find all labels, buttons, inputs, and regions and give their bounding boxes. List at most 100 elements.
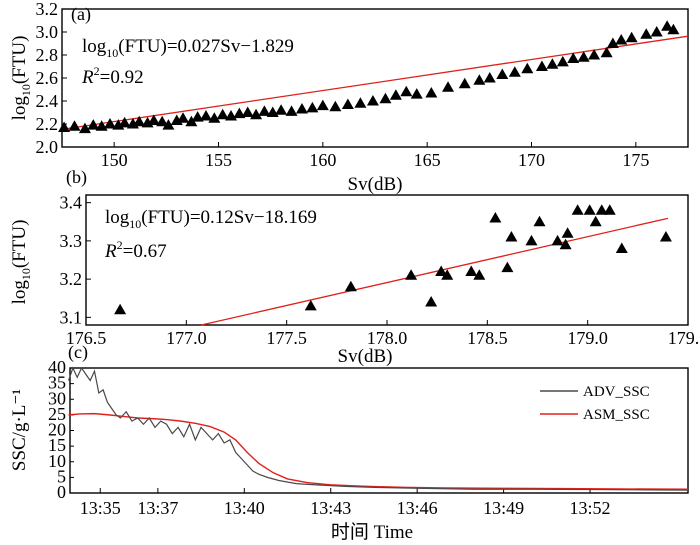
c-ytick-label: 0 [57, 482, 66, 502]
a-data-point [233, 107, 246, 119]
a-data-point [177, 112, 190, 123]
b-xtick-label: 179.5 [668, 328, 700, 348]
a-data-point [162, 119, 175, 130]
a-ytick-label: 3.2 [36, 0, 59, 19]
c-xtick-label: 13:46 [397, 498, 438, 518]
panel-c-tag: (c) [68, 342, 88, 363]
b-data-point [435, 265, 448, 276]
a-data-point [588, 49, 601, 60]
a-data-point [118, 116, 131, 128]
a-data-point [316, 99, 329, 111]
a-ytick-label: 2.8 [36, 45, 59, 65]
panel-a-y-label: log10(FTU) [9, 36, 33, 121]
panel-a-equation-suffix: (FTU)=0.027Sv−1.829 [118, 36, 294, 57]
a-data-point [577, 51, 590, 62]
panel-a-chart: (a) 2.0 2.2 2.4 2.6 2.8 3.0 3.2 150 155 160 165 17… [9, 0, 689, 195]
panel-b-fit-line [201, 217, 669, 326]
panel-c-x-axis: 13:35 13:37 13:40 13:43 13:46 13:49 13:52 [80, 488, 611, 518]
panel-a-plot-frame [61, 8, 689, 148]
panel-a-x-axis: 150 155 160 165 170 175 [101, 142, 649, 170]
a-data-point [58, 121, 71, 132]
c-xtick-label: 13:37 [137, 498, 178, 518]
a-data-point [133, 115, 146, 127]
a-data-point [354, 97, 367, 108]
a-ytick-label: 2.0 [36, 137, 59, 157]
b-data-point [465, 265, 478, 276]
panel-a-equation: log10(FTU)=0.027Sv−1.829 [82, 36, 294, 60]
a-data-point [546, 58, 559, 69]
legend-asm-ssc-label: ASM_SSC [583, 407, 650, 423]
b-data-point [344, 280, 357, 292]
a-data-point [389, 89, 402, 100]
a-xtick-label: 165 [414, 150, 441, 170]
asm-ssc-line [68, 412, 689, 490]
panel-a-equation-subscript: 10 [106, 46, 118, 60]
a-ytick-label: 2.4 [36, 91, 59, 111]
b-data-point [405, 269, 418, 280]
b-data-point [473, 269, 486, 280]
b-data-point [583, 204, 596, 215]
a-data-point [87, 119, 100, 130]
b-xtick-label: 179.0 [567, 328, 608, 348]
a-ytick-label: 2.6 [36, 68, 59, 88]
c-ytick-label: 40 [48, 357, 66, 377]
c-ytick-label: 20 [48, 420, 66, 440]
b-data-point [551, 234, 564, 246]
a-data-point [606, 37, 619, 48]
a-data-point [366, 95, 379, 106]
b-data-point [501, 261, 514, 273]
a-xtick-label: 155 [205, 150, 232, 170]
a-data-point [68, 120, 81, 131]
panel-a-y-axis: 2.0 2.2 2.4 2.6 2.8 3.0 3.2 [36, 0, 67, 157]
a-data-point [258, 105, 271, 116]
a-data-point [473, 74, 486, 85]
a-data-point [600, 46, 613, 58]
a-data-point [147, 114, 160, 126]
panel-b-equation-subscript: 10 [129, 217, 141, 231]
b-ytick-label: 3.4 [60, 193, 83, 213]
a-data-point [379, 92, 392, 104]
a-data-point [103, 118, 116, 129]
c-ytick-label: 25 [48, 404, 66, 424]
a-xtick-label: 170 [518, 150, 545, 170]
a-data-point [208, 112, 221, 123]
a-data-point [667, 23, 680, 35]
a-data-point [410, 88, 423, 99]
a-data-point [306, 101, 319, 113]
panel-b-x-axis: 176.5 177.0 177.5 178.0 178.5 179.0 179.5 [66, 320, 700, 348]
panel-b-r2-value: =0.67 [123, 241, 167, 262]
a-data-point [483, 72, 496, 83]
b-data-point [561, 227, 574, 238]
panel-b-x-label: Sv(dB) [338, 346, 393, 367]
a-data-point [329, 100, 342, 112]
a-data-point [625, 31, 638, 43]
b-data-point [659, 231, 672, 242]
b-ytick-label: 3.2 [60, 269, 83, 289]
b-data-point [533, 215, 546, 227]
b-data-point [559, 238, 572, 250]
b-data-point [114, 303, 127, 315]
c-xtick-label: 13:40 [224, 498, 265, 518]
panel-b-r2: R2=0.67 [104, 238, 167, 262]
b-data-point [425, 296, 438, 307]
a-data-point [521, 62, 534, 74]
a-data-point [535, 60, 548, 71]
a-data-point [615, 34, 628, 45]
a-data-point [295, 103, 308, 114]
a-data-point [341, 98, 354, 109]
b-data-point [615, 242, 628, 254]
b-xtick-label: 178.5 [467, 328, 508, 348]
a-data-point [78, 122, 91, 134]
a-data-point [650, 26, 663, 37]
b-xtick-label: 177.0 [166, 328, 207, 348]
a-data-point [275, 104, 288, 115]
c-xtick-label: 13:43 [310, 498, 351, 518]
b-xtick-label: 177.5 [266, 328, 307, 348]
c-xtick-label: 13:49 [483, 498, 524, 518]
a-data-point [567, 52, 580, 63]
b-data-point [525, 234, 538, 246]
a-ytick-label: 2.2 [36, 114, 59, 134]
